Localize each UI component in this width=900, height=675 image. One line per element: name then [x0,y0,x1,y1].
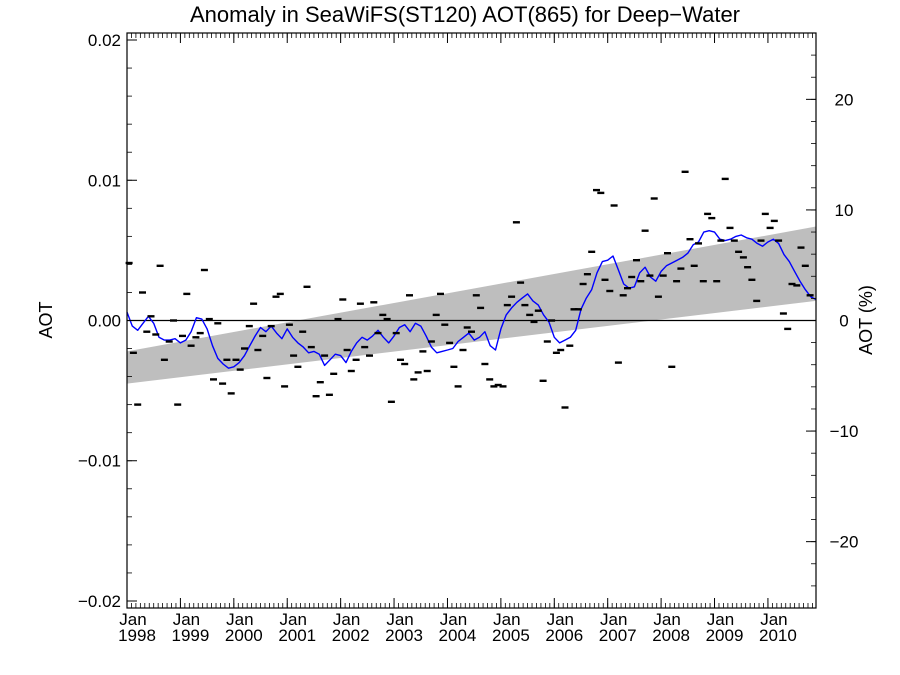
x-tick-label-year: 1999 [171,626,209,645]
x-tick-label-month: Jan [280,610,307,629]
y-tick-label-right: −20 [830,533,859,552]
x-tick-label-month: Jan [173,610,200,629]
y-axis-label-left: AOT [36,301,56,338]
y-tick-label-right: 0 [839,312,848,331]
x-tick-label-year: 2007 [599,626,637,645]
x-tick-label-year: 2003 [385,626,423,645]
x-tick-label-year: 1998 [118,626,156,645]
y-tick-label-right: −10 [830,422,859,441]
x-tick-label-month: Jan [440,610,467,629]
x-tick-label-month: Jan [493,610,520,629]
x-tick-label-year: 2004 [439,626,477,645]
x-tick-label-year: 2006 [545,626,583,645]
y-tick-label-left: 0.01 [88,171,121,190]
y-tick-label-right: 10 [835,201,854,220]
x-tick-label-year: 2001 [278,626,316,645]
x-tick-label-month: Jan [226,610,253,629]
y-tick-label-left: 0.00 [88,312,121,331]
y-tick-label-left: −0.01 [78,452,121,471]
y-tick-label-right: 20 [835,90,854,109]
x-tick-label-month: Jan [547,610,574,629]
x-tick-label-year: 2008 [652,626,690,645]
y-tick-label-left: 0.02 [88,31,121,50]
running-mean-line [126,229,817,369]
x-tick-label-year: 2002 [332,626,370,645]
x-tick-label-year: 2005 [492,626,530,645]
x-tick-label-month: Jan [760,610,787,629]
y-axis-label-right: AOT (%) [856,285,876,355]
x-tick-label-month: Jan [600,610,627,629]
x-tick-label-year: 2010 [759,626,797,645]
x-tick-label-month: Jan [333,610,360,629]
x-tick-label-year: 2000 [225,626,263,645]
x-tick-label-month: Jan [653,610,680,629]
chart-title: Anomaly in SeaWiFS(ST120) AOT(865) for D… [190,2,740,27]
x-tick-label-month: Jan [386,610,413,629]
x-tick-label-month: Jan [119,610,146,629]
y-tick-label-left: −0.02 [78,592,121,611]
x-tick-label-year: 2009 [706,626,744,645]
plot-area: 0.020.010.00−0.01−0.0220100−10−20Jan1998… [78,31,858,645]
x-tick-label-month: Jan [707,610,734,629]
